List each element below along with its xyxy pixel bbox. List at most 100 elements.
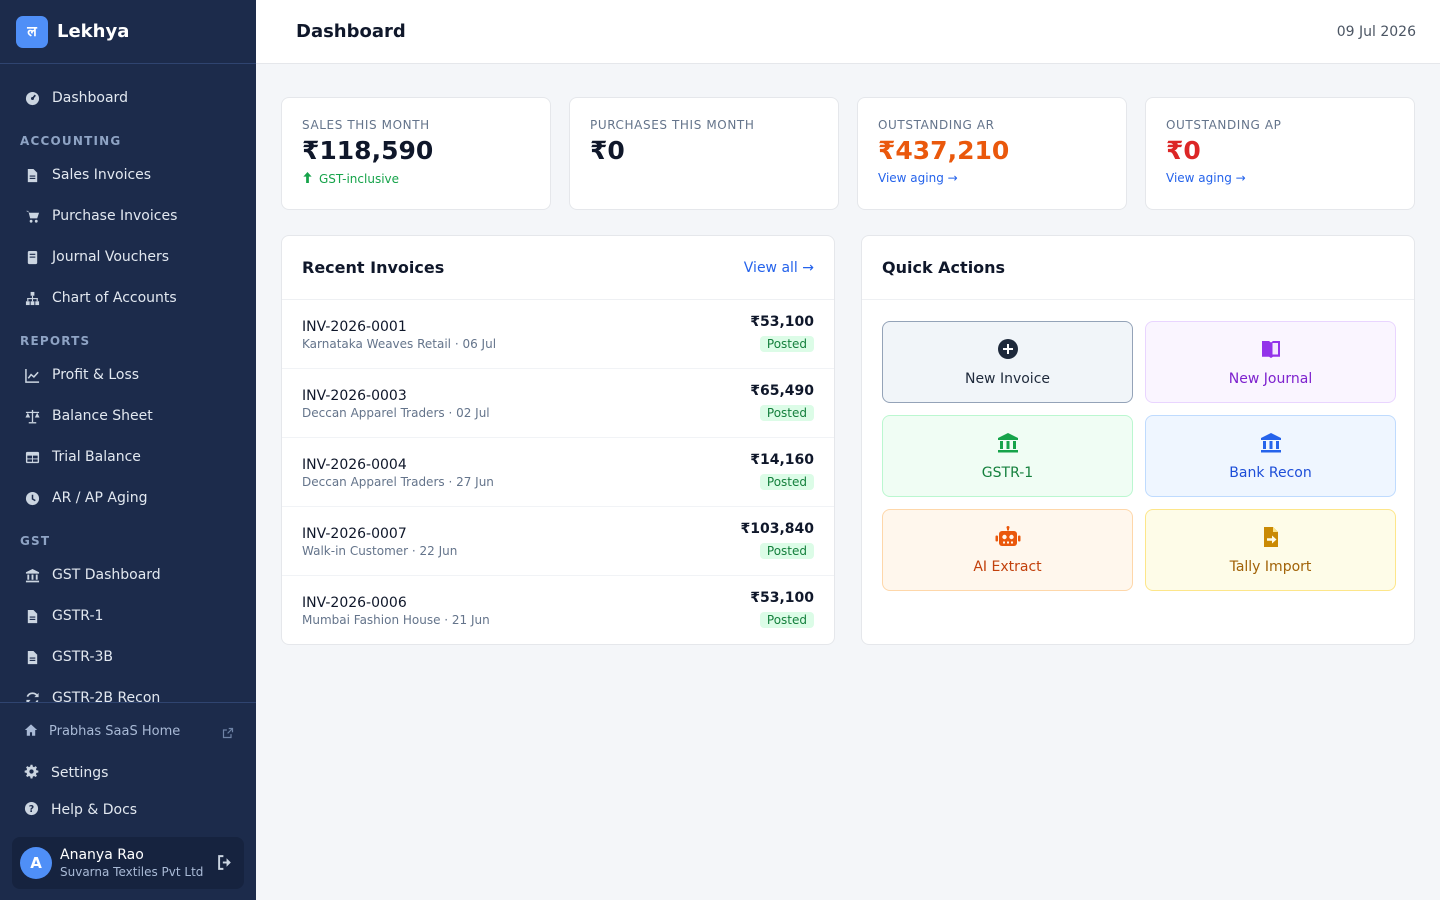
sidebar-item-help[interactable]: ? Help & Docs	[12, 793, 244, 827]
recent-invoices-panel: Recent Invoices View all → INV-2026-0001…	[281, 235, 835, 645]
view-all-link[interactable]: View all →	[743, 260, 814, 276]
quick-action-tally-import[interactable]: Tally Import	[1145, 509, 1396, 591]
invoice-amount: ₹103,840	[740, 521, 814, 537]
invoice-meta: Deccan Apparel Traders · 02 Jul	[302, 406, 490, 420]
sidebar-item-sales-invoices[interactable]: Sales Invoices	[12, 157, 244, 193]
sidebar-item-purchase-invoices[interactable]: Purchase Invoices	[12, 198, 244, 234]
table-icon	[24, 449, 40, 465]
quick-action-ai-extract[interactable]: AI Extract	[882, 509, 1133, 591]
invoice-row[interactable]: INV-2026-0004 Deccan Apparel Traders · 2…	[282, 438, 834, 507]
sidebar-nav: Dashboard ACCOUNTING Sales Invoices Purc…	[0, 64, 256, 702]
kpi-value: ₹118,590	[302, 136, 434, 165]
sidebar-item-label: Sales Invoices	[52, 167, 152, 183]
kpi-label: OUTSTANDING AP	[1166, 118, 1282, 132]
scale-icon	[24, 408, 40, 424]
invoice-row[interactable]: INV-2026-0001 Karnataka Weaves Retail · …	[282, 300, 834, 369]
quick-action-label: GSTR-1	[981, 464, 1034, 481]
sidebar-item-balance-sheet[interactable]: Balance Sheet	[12, 398, 244, 434]
sidebar-item-gst-dashboard[interactable]: GST Dashboard	[12, 557, 244, 593]
user-card[interactable]: A Ananya Rao Suvarna Textiles Pvt Ltd	[12, 837, 244, 889]
sidebar-item-label: Chart of Accounts	[52, 290, 177, 306]
settings-label: Settings	[51, 765, 109, 781]
nav-section-gst: GST	[20, 534, 51, 548]
header-date: 09 Jul 2026	[1336, 24, 1416, 40]
brand-name: Lekhya	[57, 21, 130, 42]
sidebar-item-label: Balance Sheet	[52, 408, 153, 424]
status-badge: Posted	[759, 543, 814, 559]
panel-title: Recent Invoices	[302, 258, 445, 277]
invoice-meta: Walk-in Customer · 22 Jun	[302, 544, 458, 558]
file-icon	[24, 608, 40, 624]
help-icon: ?	[24, 801, 39, 820]
sidebar-item-label: Dashboard	[52, 90, 128, 106]
quick-action-bank-recon[interactable]: Bank Recon	[1145, 415, 1396, 497]
sidebar-item-ar-ap-aging[interactable]: AR / AP Aging	[12, 480, 244, 516]
book-icon	[24, 249, 40, 265]
panel-title: Quick Actions	[882, 258, 1006, 277]
invoice-number: INV-2026-0007	[302, 526, 407, 542]
invoice-meta: Deccan Apparel Traders · 27 Jun	[302, 475, 494, 489]
invoice-row[interactable]: INV-2026-0003 Deccan Apparel Traders · 0…	[282, 369, 834, 438]
sidebar: ल Lekhya Dashboard ACCOUNTING Sales Invo…	[0, 0, 256, 900]
user-org: Suvarna Textiles Pvt Ltd	[60, 865, 204, 879]
kpi-value: ₹437,210	[878, 136, 1010, 165]
sidebar-item-label: GSTR-2B Recon	[52, 690, 161, 702]
brand-logo: ल	[16, 15, 48, 48]
sidebar-item-gstr-1[interactable]: GSTR-1	[12, 598, 244, 634]
invoice-number: INV-2026-0003	[302, 388, 407, 404]
sidebar-item-settings[interactable]: Settings	[12, 756, 244, 790]
arrow-up-icon	[302, 171, 313, 187]
invoice-amount: ₹53,100	[750, 314, 814, 330]
sidebar-item-gstr-2b-recon[interactable]: GSTR-2B Recon	[12, 680, 244, 702]
quick-action-gstr-1[interactable]: GSTR-1	[882, 415, 1133, 497]
kpi-label: SALES THIS MONTH	[302, 118, 430, 132]
sidebar-item-journal-vouchers[interactable]: Journal Vouchers	[12, 239, 244, 275]
sidebar-item-profit-loss[interactable]: Profit & Loss	[12, 357, 244, 393]
invoice-row[interactable]: INV-2026-0006 Mumbai Fashion House · 21 …	[282, 576, 834, 644]
file-icon	[24, 167, 40, 183]
svg-text:?: ?	[29, 804, 34, 815]
quick-action-label: New Invoice	[964, 370, 1051, 387]
plus-circle-icon	[997, 338, 1019, 364]
quick-action-new-journal[interactable]: New Journal	[1145, 321, 1396, 403]
sidebar-item-label: AR / AP Aging	[52, 490, 148, 506]
kpi-sub: GST-inclusive	[302, 171, 530, 187]
help-label: Help & Docs	[51, 802, 138, 818]
quick-action-label: New Journal	[1228, 370, 1313, 387]
sidebar-item-chart-of-accounts[interactable]: Chart of Accounts	[12, 280, 244, 316]
kpi-value: ₹0	[1166, 136, 1201, 165]
bank-icon	[24, 567, 40, 583]
sidebar-item-label: Trial Balance	[52, 449, 141, 465]
cart-icon	[24, 208, 40, 224]
status-badge: Posted	[759, 474, 814, 490]
robot-icon	[995, 525, 1021, 552]
kpi-label: PURCHASES THIS MONTH	[590, 118, 755, 132]
invoice-meta: Mumbai Fashion House · 21 Jun	[302, 613, 490, 627]
sidebar-item-dashboard[interactable]: Dashboard	[12, 80, 244, 116]
invoice-number: INV-2026-0004	[302, 457, 407, 473]
quick-action-label: AI Extract	[973, 558, 1042, 575]
kpi-card-outstanding-ar: OUTSTANDING AR ₹437,210 View aging →	[857, 97, 1127, 210]
status-badge: Posted	[759, 336, 814, 352]
clock-icon	[24, 490, 40, 506]
sidebar-item-label: GSTR-3B	[52, 649, 114, 665]
logout-icon[interactable]	[217, 854, 234, 875]
saas-home-link[interactable]: Prabhas SaaS Home	[12, 715, 244, 747]
invoice-row[interactable]: INV-2026-0007 Walk-in Customer · 22 Jun …	[282, 507, 834, 576]
view-aging-link[interactable]: View aging →	[1166, 171, 1246, 185]
sidebar-item-label: Journal Vouchers	[52, 249, 170, 265]
sidebar-item-gstr-3b[interactable]: GSTR-3B	[12, 639, 244, 675]
gauge-icon	[24, 90, 40, 106]
sidebar-item-trial-balance[interactable]: Trial Balance	[12, 439, 244, 475]
home-icon	[24, 722, 38, 741]
panel-header: Recent Invoices View all →	[282, 236, 834, 300]
book-icon	[1260, 338, 1282, 364]
sidebar-item-label: GSTR-1	[52, 608, 104, 624]
view-aging-link[interactable]: View aging →	[878, 171, 958, 185]
bank-icon	[1260, 432, 1282, 458]
line-chart-icon	[24, 367, 40, 383]
brand[interactable]: ल Lekhya	[0, 0, 256, 64]
gear-icon	[24, 764, 39, 783]
external-link-icon	[222, 724, 234, 743]
quick-action-new-invoice[interactable]: New Invoice	[882, 321, 1133, 403]
